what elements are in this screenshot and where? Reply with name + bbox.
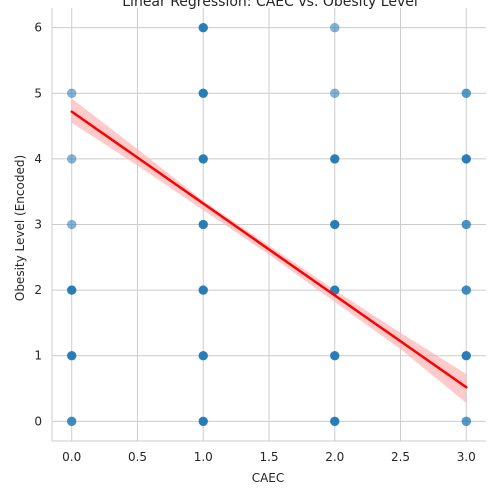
data-point xyxy=(198,219,209,230)
axes xyxy=(51,8,486,442)
y-axis-label: Obesity Level (Encoded) xyxy=(13,155,27,301)
x-axis-label: CAEC xyxy=(252,471,285,485)
data-point xyxy=(461,154,472,164)
data-point xyxy=(66,219,77,230)
x-tick-label: 2.0 xyxy=(325,450,344,464)
y-tick-label: 4 xyxy=(34,152,42,166)
x-tick-labels: 0.0 0.5 1.0 1.5 2.0 2.5 3.0 xyxy=(62,450,476,464)
y-tick-label: 5 xyxy=(34,86,42,100)
x-tick-label: 1.0 xyxy=(194,450,213,464)
y-tick-label: 2 xyxy=(34,283,42,297)
data-point xyxy=(66,416,77,427)
data-point xyxy=(66,154,77,164)
x-tick-label: 2.5 xyxy=(391,450,410,464)
y-tick-labels: 0 1 2 3 4 5 6 xyxy=(34,21,42,429)
data-point xyxy=(198,22,209,33)
data-point xyxy=(198,350,209,361)
data-point xyxy=(461,416,472,427)
data-point xyxy=(66,285,77,295)
data-point xyxy=(198,154,209,164)
data-point xyxy=(329,22,340,33)
regression-line xyxy=(70,110,468,389)
data-point xyxy=(329,154,340,164)
data-point xyxy=(198,88,209,99)
data-point xyxy=(461,88,472,99)
y-tick-label: 3 xyxy=(34,218,42,232)
y-tick-label: 1 xyxy=(34,349,42,363)
regression-line-layer xyxy=(70,110,468,389)
x-tick-label: 0.5 xyxy=(128,450,147,464)
chart-title: Linear Regression: CAEC vs. Obesity Leve… xyxy=(122,0,418,10)
x-tick-label: 0.0 xyxy=(62,450,81,464)
data-point xyxy=(66,88,77,99)
x-tick-label: 1.5 xyxy=(259,450,278,464)
scatter-points xyxy=(66,22,472,427)
data-point xyxy=(329,350,340,361)
grid xyxy=(52,8,486,441)
data-point xyxy=(329,88,340,99)
y-tick-label: 6 xyxy=(34,21,42,35)
data-point xyxy=(198,285,209,295)
data-point xyxy=(461,219,472,230)
y-tick-label: 0 xyxy=(34,414,42,428)
data-point xyxy=(66,350,77,361)
data-point xyxy=(329,416,340,427)
x-tick-label: 3.0 xyxy=(457,450,476,464)
data-point xyxy=(198,416,209,427)
data-point xyxy=(461,285,472,295)
data-point xyxy=(329,219,340,230)
data-point xyxy=(461,350,472,361)
